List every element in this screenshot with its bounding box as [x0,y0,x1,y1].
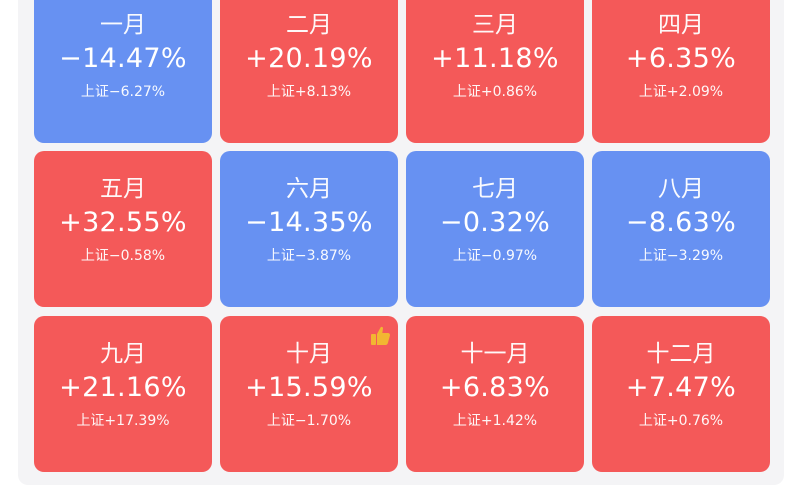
index-change: 上证−0.97% [452,248,538,264]
month-tile-may[interactable]: 五月 +32.55% 上证−0.58% [34,151,212,307]
month-change: +11.18% [431,43,559,74]
month-tile-jun[interactable]: 六月 −14.35% 上证−3.87% [220,151,398,307]
index-change: 上证−1.70% [266,413,352,429]
month-change: +20.19% [245,43,373,74]
month-tile-jan[interactable]: 一月 −14.47% 上证−6.27% [34,0,212,143]
index-change: 上证−6.27% [80,84,166,100]
index-change: 上证+0.86% [452,84,538,100]
month-tile-jul[interactable]: 七月 −0.32% 上证−0.97% [406,151,584,307]
thumbs-up-icon [371,326,390,345]
month-change: +32.55% [59,207,187,238]
month-change: +6.83% [439,372,551,403]
month-change: +21.16% [59,372,187,403]
month-tile-nov[interactable]: 十一月 +6.83% 上证+1.42% [406,316,584,472]
index-change: 上证−3.87% [266,248,352,264]
index-change: 上证+8.13% [266,84,352,100]
month-tile-oct[interactable]: 十月 +15.59% 上证−1.70% [220,316,398,472]
month-tile-mar[interactable]: 三月 +11.18% 上证+0.86% [406,0,584,143]
month-label: 十二月 [646,341,716,367]
month-label: 四月 [658,12,704,38]
month-tile-sep[interactable]: 九月 +21.16% 上证+17.39% [34,316,212,472]
month-tile-feb[interactable]: 二月 +20.19% 上证+8.13% [220,0,398,143]
month-tile-dec[interactable]: 十二月 +7.47% 上证+0.76% [592,316,770,472]
month-change: −14.47% [59,43,187,74]
month-label: 八月 [658,176,704,202]
month-change: +6.35% [625,43,737,74]
index-change: 上证−3.29% [638,248,724,264]
month-label: 九月 [100,341,146,367]
month-label: 六月 [286,176,332,202]
month-change: −14.35% [245,207,373,238]
index-change: 上证+1.42% [452,413,538,429]
month-label: 五月 [100,176,146,202]
month-tile-aug[interactable]: 八月 −8.63% 上证−3.29% [592,151,770,307]
month-tile-apr[interactable]: 四月 +6.35% 上证+2.09% [592,0,770,143]
index-change: 上证+2.09% [638,84,724,100]
month-label: 十月 [286,341,332,367]
month-change: +7.47% [625,372,737,403]
month-label: 三月 [472,12,518,38]
index-change: 上证+17.39% [76,413,170,429]
index-change: 上证+0.76% [638,413,724,429]
month-label: 七月 [472,176,518,202]
month-label: 二月 [286,12,332,38]
month-change: −8.63% [625,207,737,238]
index-change: 上证−0.58% [80,248,166,264]
month-change: −0.32% [439,207,551,238]
month-label: 一月 [100,12,146,38]
month-change: +15.59% [245,372,373,403]
month-label: 十一月 [460,341,530,367]
